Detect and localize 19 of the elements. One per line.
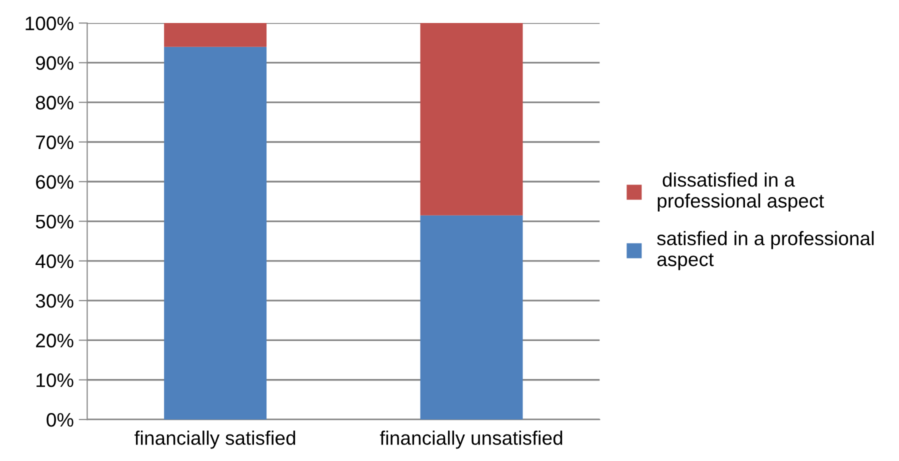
y-tick-label: 80% — [36, 96, 74, 110]
y-tick-label: 100% — [26, 16, 74, 30]
y-tick-label: 20% — [36, 334, 74, 348]
y-tick-label: 30% — [36, 294, 74, 308]
legend-label: dissatisfied in a professional aspect — [658, 172, 824, 212]
x-tick-label: financially unsatisfied — [380, 430, 562, 449]
y-tick-label: 70% — [36, 135, 74, 150]
y-tick-label: 0% — [46, 412, 74, 427]
legend-label: satisfied in a professional aspect — [657, 231, 874, 270]
y-tick-label: 60% — [36, 175, 74, 189]
y-tick-label: 50% — [36, 214, 74, 229]
bar — [420, 215, 523, 420]
bar — [420, 23, 523, 216]
y-tick-label: 90% — [36, 56, 74, 70]
y-tick-label: 40% — [36, 254, 74, 268]
bar — [164, 23, 267, 47]
y-tick-label: 10% — [36, 373, 74, 388]
bar — [164, 46, 267, 420]
x-tick-label: financially satisfied — [134, 430, 296, 449]
